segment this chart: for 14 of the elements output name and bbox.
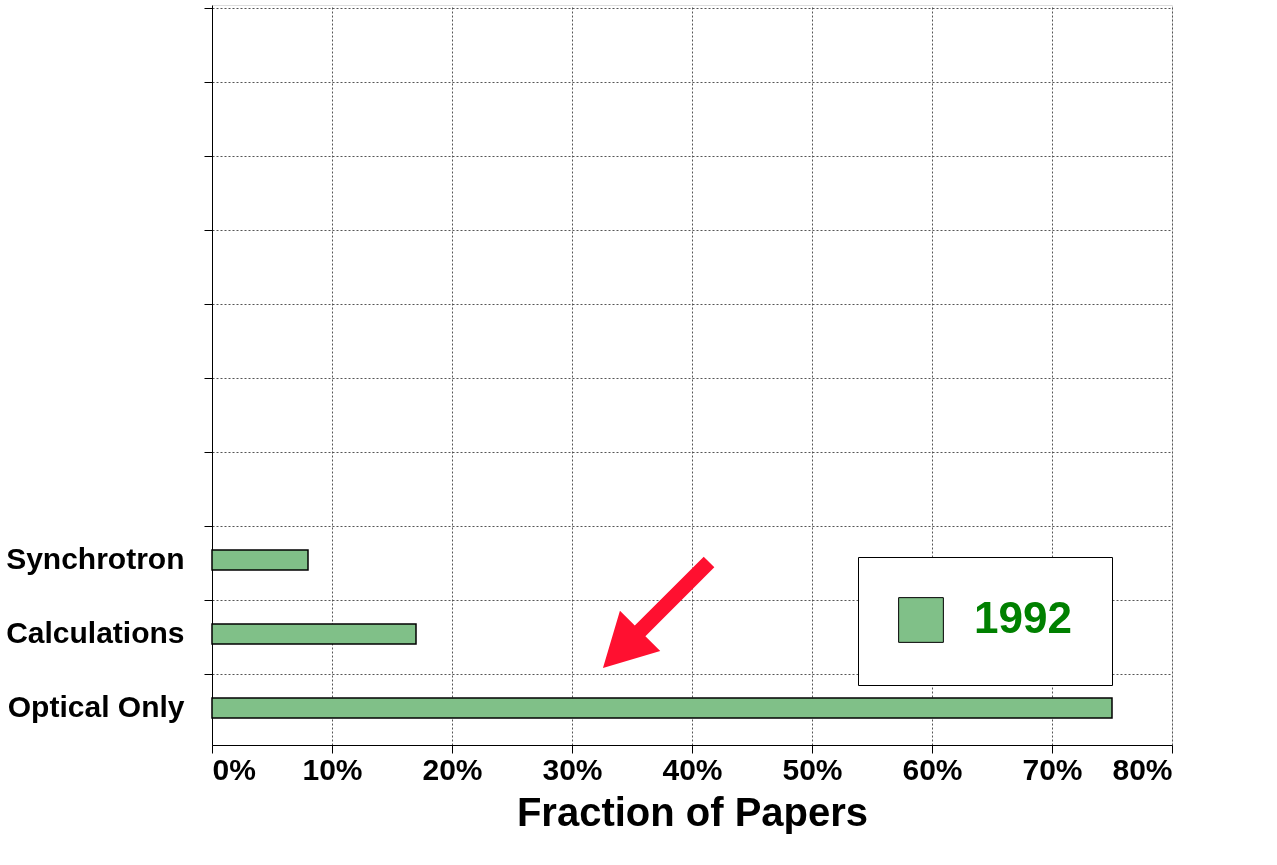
x-tick-label: 30%: [542, 752, 603, 786]
x-tick-label: 70%: [1022, 752, 1083, 786]
x-tick-label: 50%: [782, 752, 843, 786]
x-axis-title: Fraction of Papers: [516, 789, 869, 834]
y-tick-label: Calculations: [6, 616, 185, 649]
legend-label: 1992: [974, 593, 1072, 642]
x-tick-label: 40%: [662, 752, 723, 786]
x-tick-label: 80%: [1112, 752, 1173, 786]
x-tick-label: 0%: [212, 752, 256, 786]
y-tick-label: Synchrotron: [6, 542, 185, 575]
x-tick-label: 10%: [302, 752, 363, 786]
y-tick-label: Optical Only: [7, 690, 185, 723]
x-tick-label: 20%: [422, 752, 483, 786]
x-tick-label: 60%: [902, 752, 963, 786]
